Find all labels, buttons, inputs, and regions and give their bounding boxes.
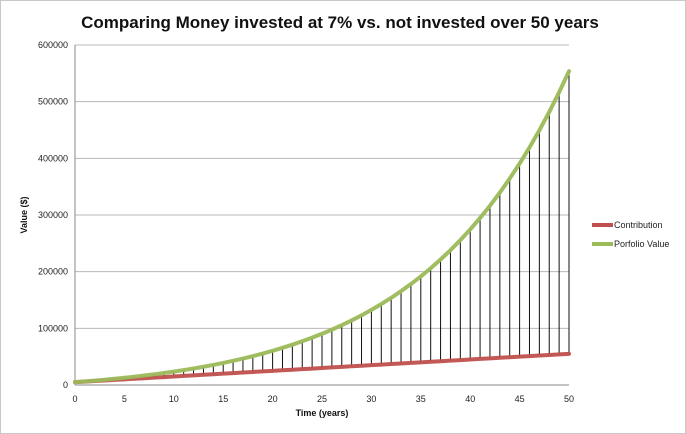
x-tick-label: 25 [317, 394, 327, 404]
series-line-contribution [73, 351, 571, 385]
y-tick-label: 0 [63, 380, 68, 390]
legend: Contribution Porfolio Value [592, 220, 669, 249]
x-tick-label: 30 [366, 394, 376, 404]
x-tick-label: 20 [268, 394, 278, 404]
x-tick-label: 15 [218, 394, 228, 404]
x-tick-label: 50 [564, 394, 574, 404]
y-tick-label: 200000 [38, 267, 68, 277]
high-low-lines [84, 71, 570, 382]
gridlines [74, 44, 569, 386]
legend-label: Contribution [614, 220, 663, 230]
x-axis-label: Time (years) [296, 408, 349, 418]
series-line-portfolio-value [73, 69, 571, 385]
y-axis-ticks: 0 100000 200000 300000 400000 500000 600000 [38, 40, 68, 390]
y-tick-label: 600000 [38, 40, 68, 50]
y-tick-label: 500000 [38, 97, 68, 107]
y-axis-label: Value ($) [19, 196, 29, 233]
x-tick-label: 5 [122, 394, 127, 404]
legend-label: Porfolio Value [614, 239, 669, 249]
x-tick-label: 10 [169, 394, 179, 404]
x-tick-label: 45 [515, 394, 525, 404]
chart-title: Comparing Money invested at 7% vs. not i… [81, 13, 599, 32]
y-tick-label: 400000 [38, 153, 68, 163]
x-tick-label: 0 [72, 394, 77, 404]
y-tick-label: 100000 [38, 323, 68, 333]
x-axis-ticks: 0 5 10 15 20 25 30 35 40 45 50 [72, 394, 574, 404]
y-tick-label: 300000 [38, 210, 68, 220]
x-tick-label: 35 [416, 394, 426, 404]
series-lines [73, 69, 571, 385]
x-tick-label: 40 [465, 394, 475, 404]
